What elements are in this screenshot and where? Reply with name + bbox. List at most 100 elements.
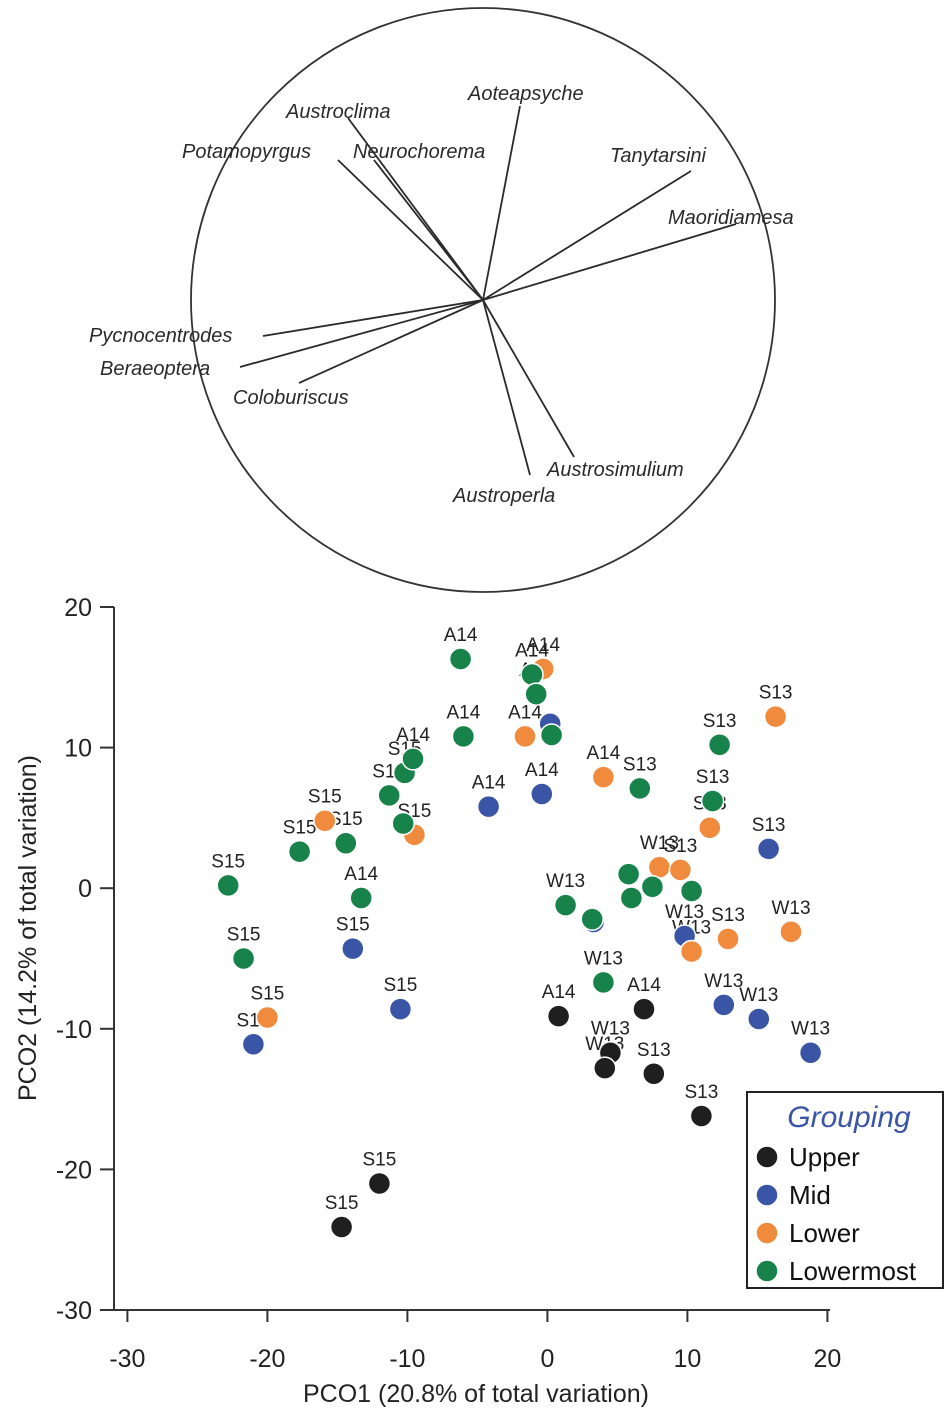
point-label: A14 xyxy=(344,864,378,885)
point-lowermost xyxy=(401,747,425,771)
point-label: S15 xyxy=(383,975,417,996)
x-tick-label: -30 xyxy=(109,1345,145,1373)
point-lowermost xyxy=(580,907,604,931)
vector-line-austrosimulium xyxy=(482,299,575,458)
point-label: A14 xyxy=(627,975,661,996)
point-lowermost xyxy=(231,946,256,971)
point-lower xyxy=(763,704,788,729)
y-tick-label: 20 xyxy=(64,594,92,622)
vector-line-maoridiamesa xyxy=(482,223,737,301)
legend-label-lowermost: Lowermost xyxy=(789,1256,917,1286)
point-lowermost xyxy=(349,886,373,910)
legend-marker-mid xyxy=(755,1183,779,1207)
point-label: S13 xyxy=(637,1040,671,1061)
vector-line-pycnocentrodes xyxy=(262,299,484,337)
point-label: A14 xyxy=(515,640,549,661)
vector-line-coloburiscus xyxy=(298,299,484,384)
point-upper xyxy=(689,1104,714,1128)
point-lower xyxy=(647,855,672,879)
vector-label-austroperla: Austroperla xyxy=(452,485,555,507)
point-upper xyxy=(642,1062,666,1086)
point-lower xyxy=(313,808,337,833)
point-lower xyxy=(716,927,740,951)
point-upper xyxy=(546,1004,571,1028)
point-lowermost xyxy=(448,647,473,671)
point-lower xyxy=(668,858,693,882)
x-tick-label: -10 xyxy=(389,1345,425,1373)
point-mid xyxy=(241,1032,266,1057)
point-lower xyxy=(591,765,616,789)
point-label: A14 xyxy=(396,725,430,746)
data-points xyxy=(216,647,823,1239)
point-label: S15 xyxy=(211,851,245,872)
vector-line-potamopyrgus xyxy=(337,159,484,301)
vector-line-austroperla xyxy=(482,299,531,476)
point-mid xyxy=(530,782,554,806)
point-upper xyxy=(329,1215,354,1239)
point-label: S13 xyxy=(696,767,730,788)
point-label: A14 xyxy=(586,743,620,764)
y-tick-label: -30 xyxy=(56,1297,92,1325)
point-label: S15 xyxy=(325,1193,359,1214)
point-label: W13 xyxy=(739,985,778,1006)
point-label: S15 xyxy=(336,915,370,936)
point-mid xyxy=(341,936,365,961)
point-lowermost xyxy=(391,811,415,836)
point-label: W13 xyxy=(771,898,810,919)
x-tick-label: -20 xyxy=(249,1345,285,1373)
point-lowermost xyxy=(334,831,358,855)
point-mid xyxy=(756,837,781,861)
point-label: W13 xyxy=(584,948,623,969)
x-tick-label: 10 xyxy=(673,1345,701,1373)
vector-label-neurochorema: Neurochorema xyxy=(353,141,485,163)
point-mid xyxy=(712,993,736,1017)
y-tick-label: 10 xyxy=(64,735,92,763)
point-label: A14 xyxy=(444,625,478,646)
point-lowermost xyxy=(377,783,401,808)
point-mid xyxy=(798,1040,823,1065)
point-upper xyxy=(593,1056,617,1080)
y-tick-label: 0 xyxy=(78,875,92,903)
point-label: S15 xyxy=(329,809,363,830)
point-lowermost xyxy=(287,839,312,864)
point-lowermost xyxy=(707,733,732,757)
point-lowermost xyxy=(553,893,578,917)
point-label: A14 xyxy=(526,635,560,656)
point-lowermost xyxy=(520,662,544,687)
point-label: S13 xyxy=(623,754,657,775)
point-mid xyxy=(476,794,501,819)
point-lowermost xyxy=(591,970,616,995)
legend-marker-lowermost xyxy=(755,1259,779,1283)
legend-title: Grouping xyxy=(787,1101,911,1134)
point-lowermost xyxy=(628,776,652,801)
vector-label-maoridiamesa: Maoridiamesa xyxy=(668,207,794,229)
point-lowermost xyxy=(539,723,564,747)
vector-label-potamopyrgus: Potamopyrgus xyxy=(182,141,311,163)
point-lower xyxy=(698,815,722,840)
legend-label-upper: Upper xyxy=(789,1142,860,1172)
legend-box xyxy=(746,1091,944,1289)
point-label: A14 xyxy=(472,773,506,794)
point-label: A14 xyxy=(508,702,542,723)
legend: Grouping Upper Mid Lower Lowermost xyxy=(746,1091,944,1289)
point-label: W13 xyxy=(640,833,679,854)
point-lower xyxy=(779,920,803,944)
legend-label-mid: Mid xyxy=(789,1180,831,1210)
point-labels: S15S15A14A14W13W13S13S13S15S15S15A14A14W… xyxy=(211,625,830,1214)
point-label: S13 xyxy=(759,683,793,704)
vector-overlay: Austroclima Aoteapsyche Potamopyrgus Neuroc… xyxy=(89,7,794,593)
point-label: W13 xyxy=(591,1019,630,1040)
point-lowermost xyxy=(640,875,665,899)
point-label: W13 xyxy=(791,1019,830,1040)
point-lowermost xyxy=(216,873,240,898)
vector-line-aoteapsyche xyxy=(482,105,521,301)
vector-label-austroclima: Austroclima xyxy=(285,101,390,123)
point-label: S13 xyxy=(752,815,786,836)
point-label: W13 xyxy=(704,971,743,992)
point-lower xyxy=(513,724,537,749)
point-label: S13 xyxy=(703,711,737,732)
point-lowermost xyxy=(700,789,725,813)
point-lower xyxy=(255,1005,280,1030)
y-axis-title: PCO2 (14.2% of total variation) xyxy=(14,755,42,1101)
